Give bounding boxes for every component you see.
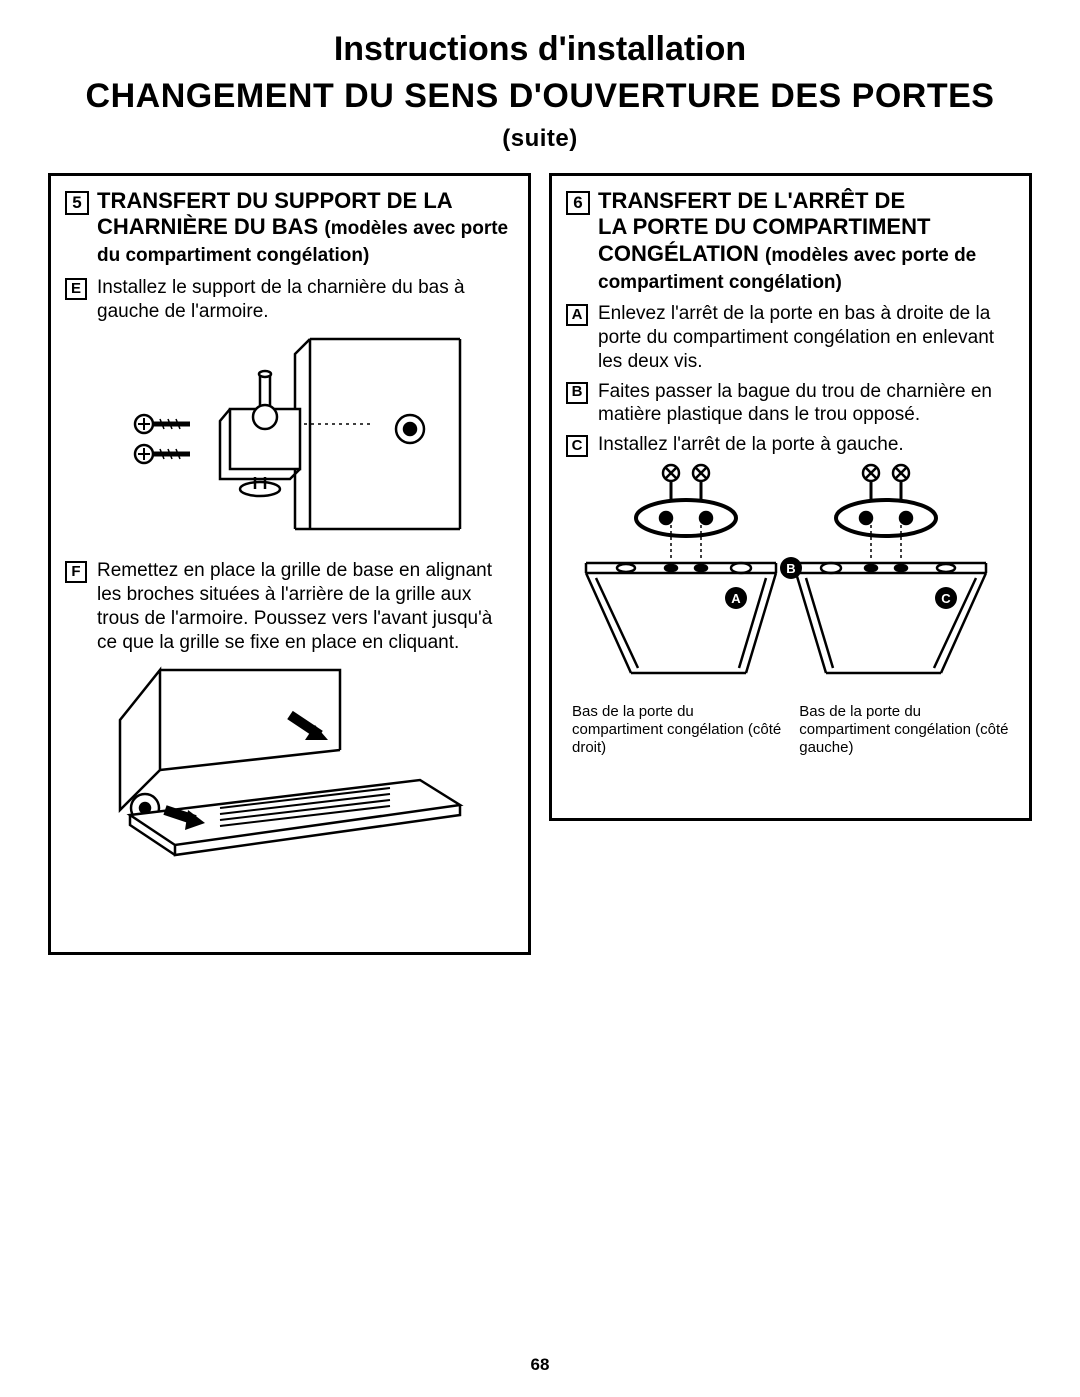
step-6-header: 6 TRANSFERT DE L'ARRÊT DE LA PORTE DU CO…: [566, 188, 1015, 294]
step-6-title-line3: CONGÉLATION: [598, 241, 759, 266]
step-5-F-text: Remettez en place la grille de base en a…: [97, 559, 514, 654]
door-captions: Bas de la porte du compartiment congélat…: [566, 703, 1015, 757]
step-letter-C: C: [566, 435, 588, 457]
caption-right: Bas de la porte du compartiment congélat…: [799, 703, 1009, 757]
step-letter-A: A: [566, 304, 588, 326]
caption-left: Bas de la porte du compartiment congélat…: [572, 703, 782, 757]
step-6-C: C Installez l'arrêt de la porte à gauche…: [566, 433, 1015, 457]
step-6-number: 6: [566, 191, 590, 215]
step-letter-B: B: [566, 382, 588, 404]
step-5-number: 5: [65, 191, 89, 215]
document-title: Instructions d'installation: [48, 30, 1032, 69]
step-6-C-text: Installez l'arrêt de la porte à gauche.: [598, 433, 904, 457]
section-title-suite: (suite): [502, 125, 578, 152]
callout-A: A: [731, 591, 741, 606]
step-6-B-text: Faites passer la bague du trou de charni…: [598, 380, 1015, 428]
page-number: 68: [0, 1355, 1080, 1375]
step-5-E-text: Installez le support de la charnière du …: [97, 276, 514, 324]
base-grille-illustration: [90, 660, 490, 860]
door-stop-illustration: A B C: [576, 463, 1006, 693]
step-6-title-line1: TRANSFERT DE L'ARRÊT DE: [598, 188, 905, 213]
step-6-B: B Faites passer la bague du trou de char…: [566, 380, 1015, 428]
columns: 5 TRANSFERT DU SUPPORT DE LA CHARNIÈRE D…: [48, 173, 1032, 955]
step-5-box: 5 TRANSFERT DU SUPPORT DE LA CHARNIÈRE D…: [48, 173, 531, 955]
section-title: CHANGEMENT DU SENS D'OUVERTURE DES PORTE…: [48, 77, 1032, 155]
step-letter-E: E: [65, 278, 87, 300]
section-title-main: CHANGEMENT DU SENS D'OUVERTURE DES PORTE…: [86, 77, 995, 115]
callout-B: B: [786, 561, 795, 576]
step-letter-F: F: [65, 561, 87, 583]
step-5-F: F Remettez en place la grille de base en…: [65, 559, 514, 654]
step-5-E: E Installez le support de la charnière d…: [65, 276, 514, 324]
step-5-title-line2: CHARNIÈRE DU BAS: [97, 214, 318, 239]
step-6-A-text: Enlevez l'arrêt de la porte en bas à dro…: [598, 302, 1015, 373]
step-5-title-line1: TRANSFERT DU SUPPORT DE LA: [97, 188, 453, 213]
step-6-box: 6 TRANSFERT DE L'ARRÊT DE LA PORTE DU CO…: [549, 173, 1032, 821]
callout-C: C: [941, 591, 951, 606]
hinge-bracket-illustration: [110, 329, 470, 549]
step-6-title-line2: LA PORTE DU COMPARTIMENT: [598, 214, 930, 239]
step-5-header: 5 TRANSFERT DU SUPPORT DE LA CHARNIÈRE D…: [65, 188, 514, 268]
step-6-title: TRANSFERT DE L'ARRÊT DE LA PORTE DU COMP…: [598, 188, 1015, 294]
step-6-A: A Enlevez l'arrêt de la porte en bas à d…: [566, 302, 1015, 373]
step-5-title: TRANSFERT DU SUPPORT DE LA CHARNIÈRE DU …: [97, 188, 514, 268]
